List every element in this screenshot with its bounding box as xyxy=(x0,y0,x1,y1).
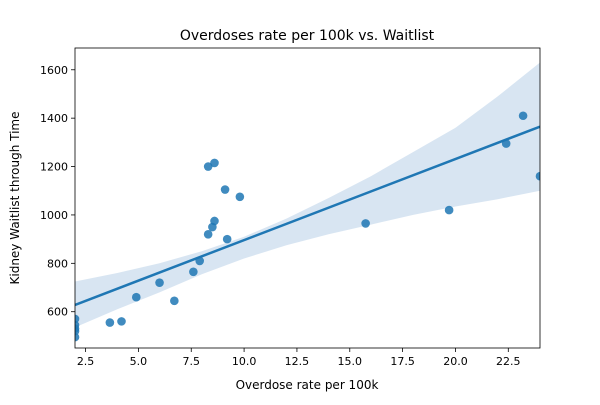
data-points xyxy=(75,111,540,342)
data-point xyxy=(170,296,179,306)
x-tick-label: 22.5 xyxy=(496,355,521,368)
y-axis-ticks: 600 800 1000 1200 1400 1600 xyxy=(40,64,75,319)
data-point xyxy=(220,185,230,194)
data-point xyxy=(444,205,454,215)
x-tick-label: 20.0 xyxy=(443,355,468,368)
data-point xyxy=(535,171,540,181)
x-tick-label: 5.0 xyxy=(130,355,148,368)
x-tick-label: 10.0 xyxy=(232,355,257,368)
data-point xyxy=(210,158,219,168)
data-point xyxy=(189,267,198,277)
y-tick-label: 1200 xyxy=(40,161,68,174)
x-axis-ticks: 2.5 5.0 7.5 10.0 12.5 15.0 17.5 20.0 22.5 xyxy=(77,348,521,368)
data-point xyxy=(361,219,370,228)
x-tick-label: 7.5 xyxy=(183,355,201,368)
x-tick-label: 2.5 xyxy=(77,355,95,368)
x-tick-label: 15.0 xyxy=(338,355,363,368)
data-point xyxy=(131,292,141,302)
data-point xyxy=(222,234,232,244)
data-point xyxy=(203,162,213,171)
data-point xyxy=(117,317,126,326)
regression-line xyxy=(75,125,540,307)
data-point xyxy=(501,139,511,148)
plot-area xyxy=(75,62,540,342)
y-tick-label: 1000 xyxy=(40,209,68,222)
plot-frame xyxy=(74,47,541,349)
data-point xyxy=(195,256,205,266)
data-point xyxy=(75,332,80,342)
y-tick-label: 800 xyxy=(47,257,68,270)
data-point xyxy=(203,229,213,239)
x-tick-label: 12.5 xyxy=(285,355,310,368)
chart-title: Overdoses rate per 100k vs. Waitlist xyxy=(180,28,435,44)
y-tick-label: 600 xyxy=(47,306,68,319)
x-axis-label: Overdose rate per 100k xyxy=(236,378,379,392)
y-tick-label: 1400 xyxy=(40,112,68,125)
data-point xyxy=(518,111,528,121)
data-point xyxy=(105,318,115,327)
confidence-band xyxy=(75,62,540,328)
x-tick-label: 17.5 xyxy=(390,355,415,368)
y-tick-label: 1600 xyxy=(40,64,68,77)
data-point xyxy=(210,216,219,226)
y-axis-label: Kidney Waitlist through Time xyxy=(8,112,22,285)
data-point xyxy=(155,278,164,287)
data-point xyxy=(235,192,245,202)
